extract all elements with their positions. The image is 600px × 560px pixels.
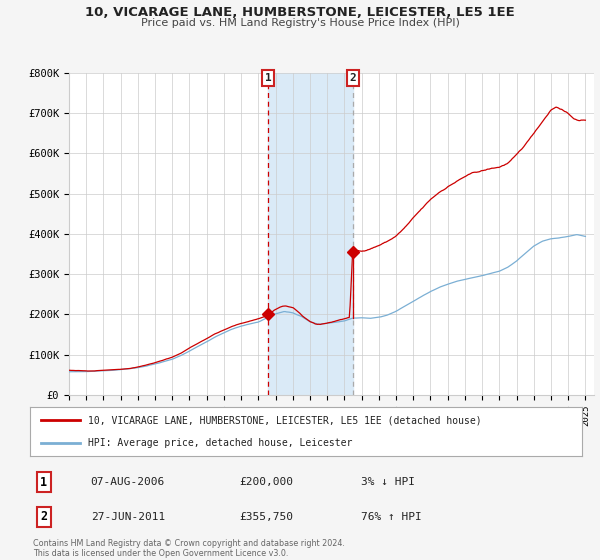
Text: 10, VICARAGE LANE, HUMBERSTONE, LEICESTER, LE5 1EE: 10, VICARAGE LANE, HUMBERSTONE, LEICESTE… xyxy=(85,6,515,18)
Text: 76% ↑ HPI: 76% ↑ HPI xyxy=(361,512,422,522)
Text: Contains HM Land Registry data © Crown copyright and database right 2024.
This d: Contains HM Land Registry data © Crown c… xyxy=(33,539,345,558)
Text: 2: 2 xyxy=(349,73,356,83)
Text: 2: 2 xyxy=(40,510,47,524)
Text: 1: 1 xyxy=(265,73,272,83)
Text: 3% ↓ HPI: 3% ↓ HPI xyxy=(361,477,415,487)
Bar xyxy=(268,73,353,395)
Text: 07-AUG-2006: 07-AUG-2006 xyxy=(91,477,165,487)
Text: HPI: Average price, detached house, Leicester: HPI: Average price, detached house, Leic… xyxy=(88,438,352,448)
Text: 10, VICARAGE LANE, HUMBERSTONE, LEICESTER, LE5 1EE (detached house): 10, VICARAGE LANE, HUMBERSTONE, LEICESTE… xyxy=(88,416,482,426)
Text: £355,750: £355,750 xyxy=(240,512,294,522)
Text: 1: 1 xyxy=(40,475,47,489)
Text: £200,000: £200,000 xyxy=(240,477,294,487)
Text: 27-JUN-2011: 27-JUN-2011 xyxy=(91,512,165,522)
Text: Price paid vs. HM Land Registry's House Price Index (HPI): Price paid vs. HM Land Registry's House … xyxy=(140,18,460,28)
